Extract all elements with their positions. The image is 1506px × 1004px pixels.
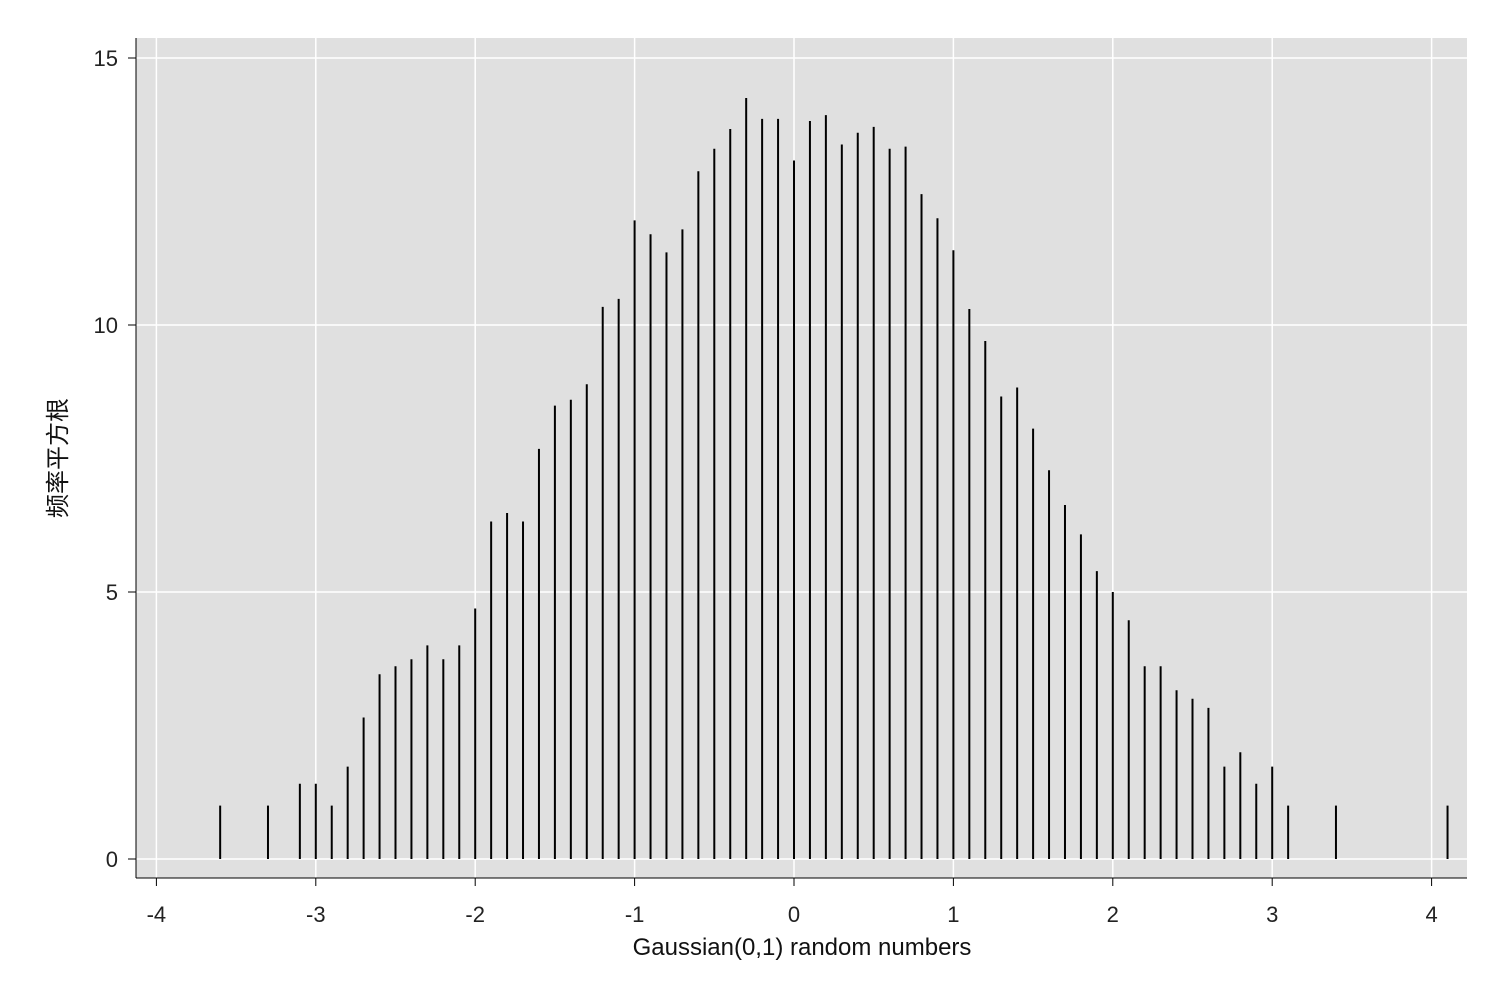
- y-axis-title: 频率平方根: [44, 398, 72, 518]
- plot-area: [136, 38, 1467, 878]
- y-tick-label: 5: [106, 580, 118, 605]
- x-tick-label: 0: [788, 902, 800, 927]
- x-tick-label: 1: [947, 902, 959, 927]
- x-tick-label: 2: [1107, 902, 1119, 927]
- spikes: [219, 98, 1449, 859]
- x-tick-label: -3: [306, 902, 326, 927]
- y-tick-label: 15: [94, 46, 118, 71]
- x-tick-label: 3: [1266, 902, 1278, 927]
- x-tick-label: -4: [147, 902, 167, 927]
- y-tick-label: 10: [94, 313, 118, 338]
- ticks: -4 -3 -2 -1 0 1 2 3 4 0 5 10 15: [94, 46, 1438, 927]
- x-axis-title: Gaussian(0,1) random numbers: [633, 934, 972, 961]
- x-tick-label: -2: [465, 902, 485, 927]
- axes: [135, 38, 1467, 879]
- x-tick-label: -1: [625, 902, 645, 927]
- y-tick-label: 0: [106, 847, 118, 872]
- x-tick-label: 4: [1425, 902, 1437, 927]
